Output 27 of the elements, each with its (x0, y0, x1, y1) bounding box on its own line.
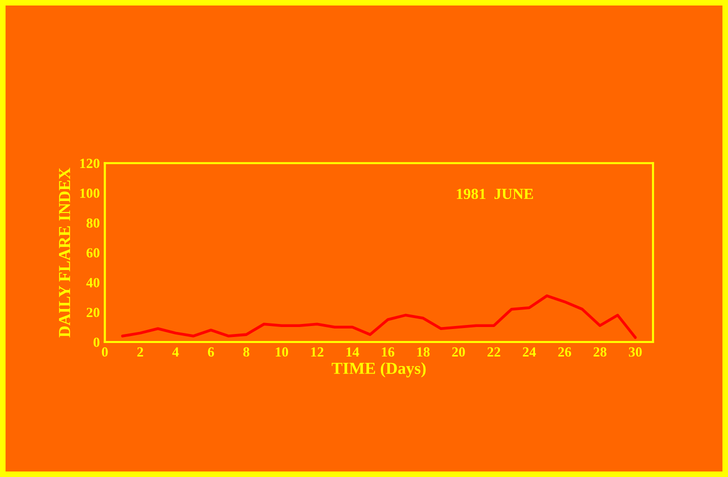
x-tick-label: 10 (276, 347, 288, 357)
x-axis-title: TIME (Days) (332, 362, 426, 378)
y-tick-label: 0 (94, 338, 100, 347)
y-axis-title: DAILY FLARE INDEX (59, 168, 70, 338)
x-tick-label: 0 (102, 347, 108, 357)
x-tick-label: 24 (522, 347, 536, 357)
x-tick-label: 14 (346, 347, 360, 357)
x-tick-label: 18 (417, 347, 430, 357)
x-tick-label: 12 (311, 347, 324, 357)
line-series (121, 294, 637, 339)
y-tick-label: 80 (86, 218, 100, 228)
x-tick-label: 4 (172, 347, 179, 357)
y-tick-label: 120 (80, 158, 100, 168)
annotation: 1981 JUNE (456, 188, 533, 200)
y-tick-label: 60 (86, 248, 100, 258)
x-tick-label: 26 (558, 347, 572, 357)
y-tick-label: 20 (86, 308, 100, 318)
x-tick-label: 16 (382, 347, 394, 357)
x-tick-label: 2 (137, 347, 144, 357)
x-tick-label: 28 (594, 347, 606, 357)
x-tick-label: 22 (488, 347, 500, 357)
x-tick-label: 6 (208, 347, 214, 357)
y-tick-label: 100 (80, 188, 100, 198)
x-tick-label: 8 (243, 347, 250, 357)
x-tick-label: 20 (452, 347, 465, 357)
y-tick-label: 40 (86, 278, 100, 288)
x-tick-label: 30 (628, 347, 642, 357)
